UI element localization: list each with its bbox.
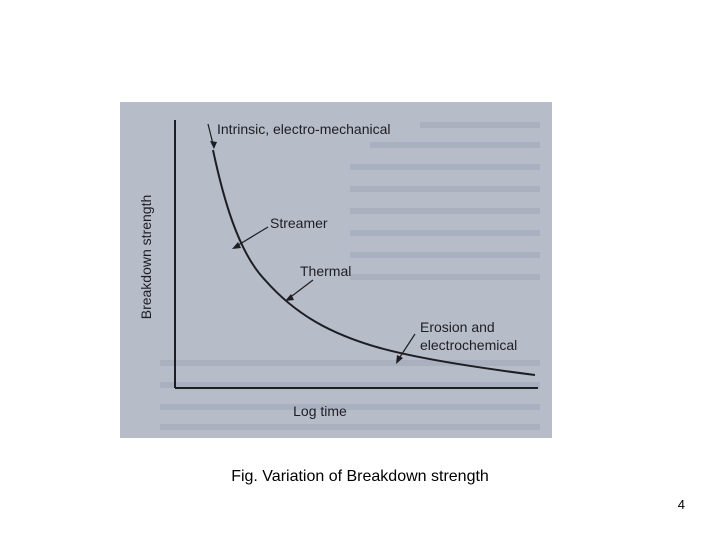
figure-image: Intrinsic, electro-mechanical Streamer T… [120, 102, 552, 438]
erosion-leader [396, 333, 416, 364]
erosion-label-line-2: electrochemical [420, 337, 517, 353]
erosion-label-line-1: Erosion and [420, 319, 495, 335]
thermal-leader [285, 279, 314, 301]
intrinsic-label: Intrinsic, electro-mechanical [217, 121, 391, 137]
streamer-label: Streamer [270, 215, 328, 231]
figure-caption: Fig. Variation of Breakdown strength [231, 468, 489, 485]
streamer-leader [232, 226, 269, 249]
page-number: 4 [677, 497, 685, 512]
thermal-label: Thermal [300, 263, 351, 279]
intrinsic-leader [207, 123, 217, 149]
show-through-texture [160, 122, 540, 430]
breakdown-curve [212, 149, 536, 376]
x-axis-title: Log time [293, 403, 347, 419]
y-axis-title: Breakdown strength [138, 195, 154, 320]
